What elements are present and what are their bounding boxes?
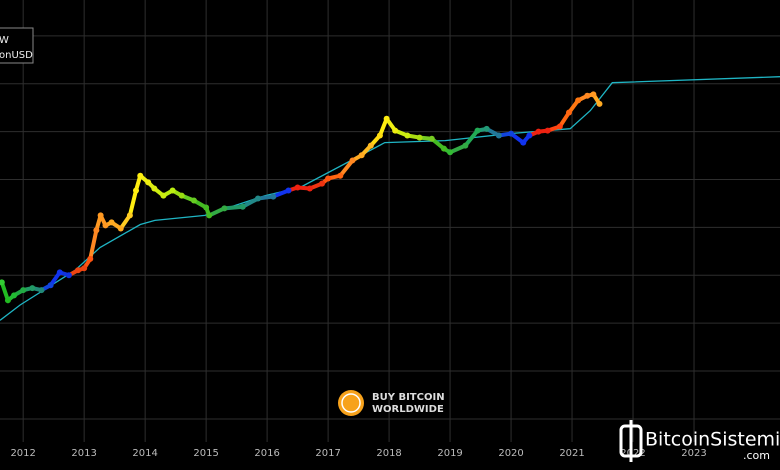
price-point <box>169 187 176 194</box>
price-point <box>87 255 94 262</box>
price-point <box>137 172 144 179</box>
price-point <box>97 212 104 219</box>
price-point <box>29 285 36 292</box>
price-point <box>358 152 365 159</box>
price-segment <box>463 128 480 148</box>
price-point <box>383 115 390 122</box>
price-point <box>520 139 527 146</box>
x-tick-label: 2016 <box>254 448 279 459</box>
price-point <box>483 125 490 132</box>
price-point <box>575 97 582 104</box>
price-point <box>319 180 326 187</box>
price-segment <box>127 188 138 218</box>
price-point <box>428 135 435 142</box>
price-point <box>544 127 551 134</box>
price-segment <box>88 228 99 261</box>
x-tick-label: 2018 <box>376 448 401 459</box>
price-point <box>556 123 563 130</box>
price-point <box>416 134 423 141</box>
price-point <box>47 282 54 289</box>
x-tick-label: 2019 <box>437 448 462 459</box>
price-point <box>190 197 197 204</box>
price-point <box>526 132 533 139</box>
x-tick-label: 2015 <box>193 448 218 459</box>
price-point <box>337 172 344 179</box>
price-point <box>590 91 597 98</box>
legend-label: onUSD <box>0 50 33 61</box>
coin-ring <box>341 393 361 413</box>
price-point <box>108 219 115 226</box>
price-point <box>178 192 185 199</box>
price-point <box>535 128 542 135</box>
price-point <box>392 127 399 134</box>
price-point <box>294 184 301 191</box>
legend: W onUSD <box>0 27 34 64</box>
price-point <box>75 267 82 274</box>
x-tick-label: 2022 <box>620 448 645 459</box>
price-point <box>56 269 63 276</box>
price-point <box>306 185 313 192</box>
x-tick-label: 2013 <box>71 448 96 459</box>
price-point <box>132 187 139 194</box>
watermark-bbw: BUY BITCOIN WORLDWIDE <box>338 390 445 416</box>
price-point <box>447 149 454 156</box>
price-point <box>584 92 591 99</box>
legend-label: W <box>0 35 9 46</box>
price-point <box>376 132 383 139</box>
price-point <box>151 185 158 192</box>
price-point <box>0 279 5 286</box>
price-point <box>126 212 133 219</box>
price-point <box>254 195 261 202</box>
price-point <box>203 204 210 211</box>
watermark-text: BitcoinSistemi <box>645 429 780 451</box>
watermark-text: BUY BITCOIN <box>372 392 445 403</box>
price-point <box>596 100 603 107</box>
price-segment <box>377 116 389 138</box>
price-point <box>221 205 228 212</box>
price-point <box>20 287 27 294</box>
x-tick-label: 2017 <box>315 448 340 459</box>
price-point <box>81 265 88 272</box>
price-point <box>4 297 11 304</box>
x-tick-label: 2020 <box>498 448 523 459</box>
price-point <box>462 142 469 149</box>
price-point <box>102 222 109 229</box>
x-tick-label: 2012 <box>10 448 35 459</box>
legend-box <box>0 27 34 64</box>
price-point <box>440 145 447 152</box>
price-point <box>495 132 502 139</box>
price-point <box>325 175 332 182</box>
price-point <box>160 192 167 199</box>
price-point <box>93 227 100 234</box>
price-point <box>508 130 515 137</box>
price-point <box>474 127 481 134</box>
price-segment <box>338 158 355 178</box>
watermark-text: WORLDWIDE <box>372 404 444 415</box>
price-point <box>117 225 124 232</box>
price-point <box>11 292 18 299</box>
price-segment <box>0 280 10 303</box>
price-segment <box>222 204 245 211</box>
price-point <box>239 203 246 210</box>
price-point <box>367 142 374 149</box>
watermark-text: .com <box>743 449 770 462</box>
price-point <box>349 157 356 164</box>
price-point <box>565 109 572 116</box>
x-tick-label: 2014 <box>132 448 157 459</box>
price-point <box>270 193 277 200</box>
watermark-bs: BitcoinSistemi .com <box>619 420 780 462</box>
price-point <box>285 187 292 194</box>
price-point <box>65 272 72 279</box>
price-point <box>206 212 213 219</box>
price-point <box>404 132 411 139</box>
price-point <box>145 179 152 186</box>
price-point <box>38 287 45 294</box>
x-tick-label: 2021 <box>559 448 584 459</box>
x-tick-label: 2023 <box>681 448 706 459</box>
